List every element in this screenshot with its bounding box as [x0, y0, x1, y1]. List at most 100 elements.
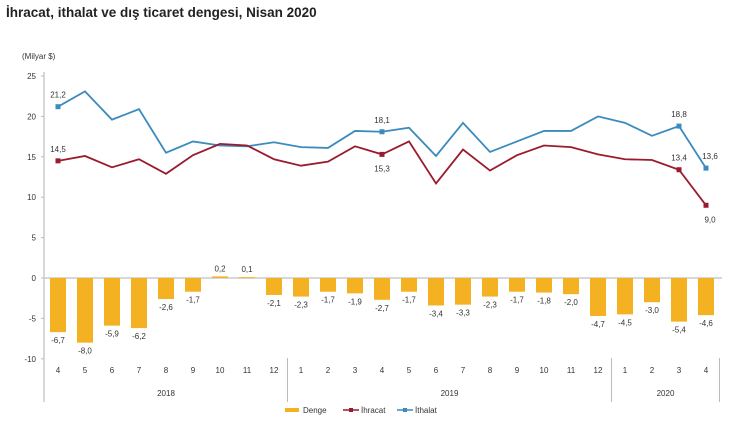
y-tick-label: 5	[32, 234, 37, 243]
line-value-label: 15,3	[374, 164, 390, 173]
y-tick-label: -10	[24, 355, 36, 364]
bar-denge	[77, 278, 93, 343]
line-value-label: 21,2	[50, 91, 66, 100]
bar-denge	[185, 278, 201, 292]
chart-title: İhracat, ithalat ve dış ticaret dengesi,…	[6, 5, 317, 20]
bar-value-label: -3,0	[645, 306, 659, 315]
bar-value-label: -3,4	[429, 309, 443, 318]
bar-denge	[671, 278, 687, 322]
x-tick-label: 6	[110, 366, 115, 375]
x-tick-label: 2	[326, 366, 331, 375]
x-tick-label: 10	[216, 366, 225, 375]
line-value-label: 13,4	[671, 154, 687, 163]
bar-denge	[347, 278, 363, 294]
x-tick-label: 7	[461, 366, 466, 375]
bar-value-label: -4,7	[591, 320, 605, 329]
bar-value-label: -5,4	[672, 326, 686, 335]
line-value-label: 14,5	[50, 145, 66, 154]
bar-value-label: -2,7	[375, 304, 389, 313]
x-tick-label: 4	[380, 366, 385, 375]
year-label: 2019	[441, 389, 459, 398]
marker-ihracat	[676, 167, 682, 173]
bar-denge	[212, 276, 228, 278]
legend-marker	[403, 408, 407, 412]
x-tick-label: 5	[407, 366, 412, 375]
bar-value-label: -4,5	[618, 318, 632, 327]
line-value-label: 18,1	[374, 116, 390, 125]
x-tick-label: 11	[243, 366, 252, 375]
bar-value-label: 0,2	[214, 264, 226, 273]
y-tick-label: 0	[32, 274, 37, 283]
year-label: 2020	[657, 389, 675, 398]
x-tick-label: 12	[270, 366, 279, 375]
bar-value-label: -1,9	[348, 297, 362, 306]
x-tick-label: 4	[704, 366, 709, 375]
legend-label: İthalat	[415, 406, 438, 415]
bar-value-label: -1,8	[537, 297, 551, 306]
bar-denge	[158, 278, 174, 300]
bar-value-label: -1,7	[186, 296, 200, 305]
legend-label: İhracat	[361, 406, 386, 415]
line-value-label: 9,0	[704, 215, 716, 224]
data-labels: -6,7 -8,0 -5,9 -6,2 -2,6 -1,7 0,2 0,1 -2,1 -2,3 -1…	[50, 91, 718, 356]
bar-value-label: -2,0	[564, 298, 578, 307]
bar-denge	[617, 278, 633, 315]
y-tick-label: 10	[27, 193, 36, 202]
bar-denge	[644, 278, 660, 303]
legend: Denge İhracat İthalat	[285, 406, 438, 415]
marker-ithalat	[676, 123, 682, 129]
bar-denge	[536, 278, 552, 293]
y-tick-label: 20	[27, 112, 36, 121]
x-tick-label: 1	[623, 366, 628, 375]
bar-value-label: -5,9	[105, 330, 119, 339]
marker-ithalat	[703, 165, 709, 171]
bar-denge	[455, 278, 471, 305]
marker-ihracat	[703, 202, 709, 208]
x-tick-label: 12	[594, 366, 603, 375]
bar-denge	[401, 278, 417, 292]
bar-denge	[428, 278, 444, 306]
bars-denge	[50, 276, 714, 343]
bar-value-label: -8,0	[78, 347, 92, 356]
marker-ithalat	[55, 104, 61, 110]
bar-denge	[563, 278, 579, 295]
x-tick-label: 9	[515, 366, 520, 375]
bar-value-label: -2,6	[159, 303, 173, 312]
bar-value-label: -2,3	[294, 301, 308, 310]
bar-value-label: -2,1	[267, 299, 281, 308]
bar-denge	[374, 278, 390, 300]
x-tick-label: 10	[540, 366, 549, 375]
bar-value-label: -1,7	[402, 296, 416, 305]
x-tick-label: 4	[56, 366, 61, 375]
y-axis-label: (Milyar $)	[22, 52, 56, 61]
bar-denge	[104, 278, 120, 326]
bar-denge	[698, 278, 714, 316]
bar-denge	[293, 278, 309, 297]
bar-denge	[320, 278, 336, 292]
x-tick-label: 8	[164, 366, 169, 375]
y-tick-label: 25	[27, 72, 36, 81]
bar-denge	[239, 277, 255, 279]
y-tick-label: 15	[27, 153, 36, 162]
legend-swatch-denge	[285, 408, 299, 412]
bar-denge	[50, 278, 66, 333]
line-value-label: 13,6	[702, 152, 718, 161]
bar-value-label: -1,7	[510, 296, 524, 305]
x-tick-label: 6	[434, 366, 439, 375]
bar-denge	[266, 278, 282, 295]
bar-denge	[131, 278, 147, 329]
bar-value-label: -2,3	[483, 301, 497, 310]
bar-denge	[590, 278, 606, 316]
bar-value-label: -6,2	[132, 332, 146, 341]
x-tick-label: 5	[83, 366, 88, 375]
marker-ithalat	[379, 129, 385, 135]
x-tick-label: 1	[299, 366, 304, 375]
bar-value-label: -1,7	[321, 296, 335, 305]
x-tick-label: 11	[567, 366, 576, 375]
x-tick-label: 2	[650, 366, 655, 375]
x-tick-label: 9	[191, 366, 196, 375]
year-label: 2018	[157, 389, 175, 398]
bar-value-label: -3,3	[456, 309, 470, 318]
